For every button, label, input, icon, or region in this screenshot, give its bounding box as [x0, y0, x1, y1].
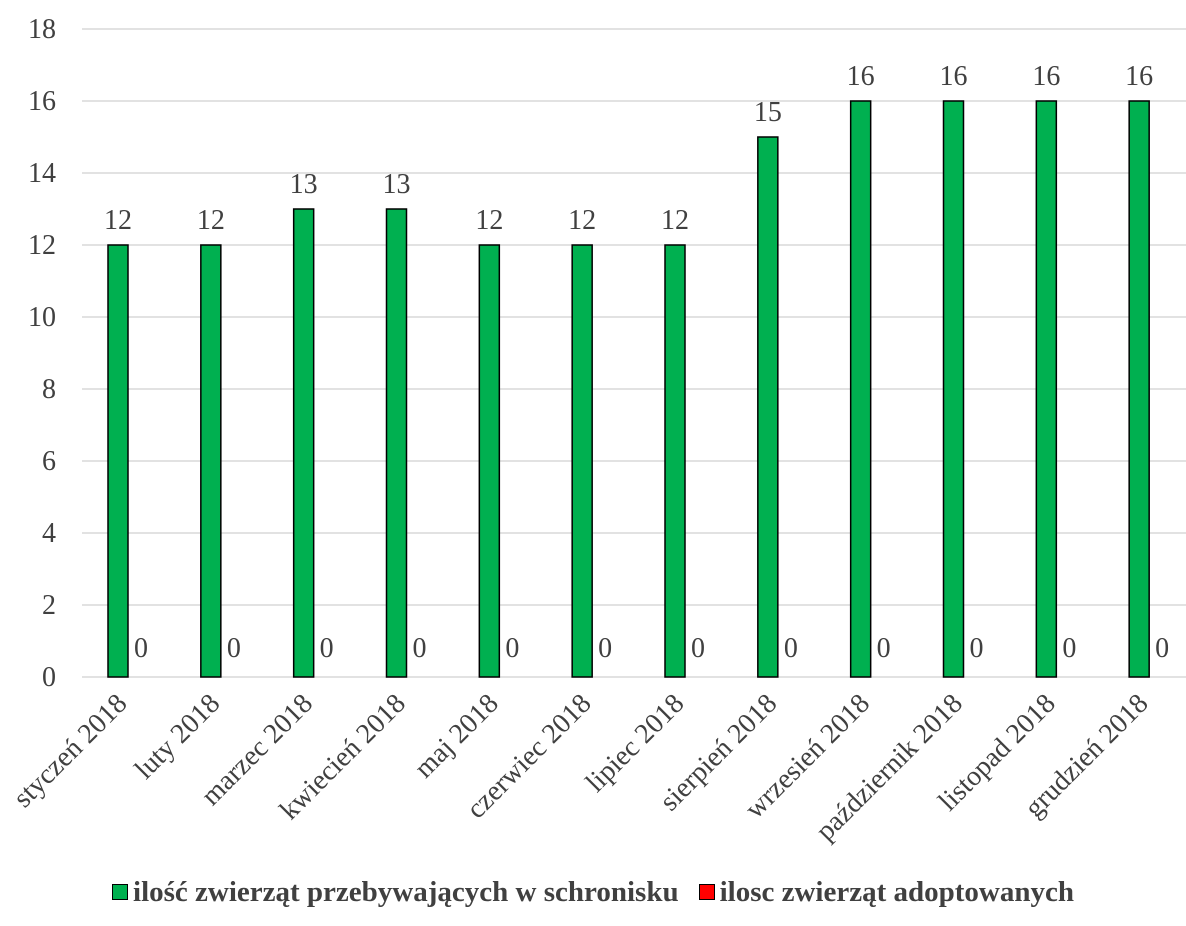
- data-label-shelter-count: 15: [754, 97, 782, 128]
- bar-shelter-count: [478, 244, 501, 678]
- y-tick-label: 14: [28, 158, 56, 189]
- data-label-shelter-count: 16: [940, 61, 968, 92]
- bar-shelter-count: [664, 244, 686, 678]
- legend-item-adopted-count: ilosc zwierząt adoptowanych: [698, 875, 1074, 909]
- bar-shelter-count: [107, 244, 129, 678]
- data-label-shelter-count: 16: [1125, 61, 1153, 92]
- data-label-adopted-count: 0: [227, 633, 241, 664]
- legend-label-shelter-count: ilość zwierząt przebywających w schronis…: [133, 875, 679, 908]
- data-label-adopted-count: 0: [598, 633, 612, 664]
- data-label-adopted-count: 0: [877, 633, 891, 664]
- data-label-adopted-count: 0: [505, 633, 519, 664]
- y-tick-label: 18: [28, 14, 56, 45]
- y-tick-label: 6: [42, 446, 56, 477]
- y-tick-label: 0: [42, 662, 56, 693]
- data-label-shelter-count: 12: [475, 205, 503, 236]
- data-label-adopted-count: 0: [970, 633, 984, 664]
- x-tick-label: maj 2018: [409, 688, 505, 784]
- data-label-adopted-count: 0: [691, 633, 705, 664]
- bar-shelter-count: [1128, 100, 1150, 678]
- y-tick-label: 4: [42, 518, 56, 549]
- x-tick-label: luty 2018: [129, 688, 226, 785]
- data-label-shelter-count: 12: [661, 205, 689, 236]
- legend: ilość zwierząt przebywających w schronis…: [0, 872, 1186, 912]
- data-label-shelter-count: 12: [568, 205, 596, 236]
- bar-shelter-count: [200, 244, 222, 678]
- data-label-shelter-count: 16: [847, 61, 875, 92]
- data-label-adopted-count: 0: [784, 633, 798, 664]
- y-axis: 0 2 4 6 8 10 12 14 16 18: [28, 14, 56, 693]
- bar-shelter-count: [292, 208, 315, 678]
- data-label-adopted-count: 0: [413, 633, 427, 664]
- data-label-shelter-count: 13: [383, 169, 411, 200]
- bars: [107, 100, 1150, 678]
- x-tick-label: styczeń 2018: [8, 688, 134, 814]
- data-labels: 12 0 12 0 13 0 13 0 12 0 12 0 12 0 15 0 16 0 16 0 16 0 16 0: [104, 61, 1169, 664]
- data-label-shelter-count: 12: [104, 205, 132, 236]
- data-label-shelter-count: 12: [197, 205, 225, 236]
- data-label-adopted-count: 0: [134, 633, 148, 664]
- legend-label-adopted-count: ilosc zwierząt adoptowanych: [719, 875, 1074, 908]
- legend-swatch-green: [112, 884, 129, 900]
- data-label-shelter-count: 16: [1032, 61, 1060, 92]
- y-tick-label: 8: [42, 374, 56, 405]
- bar-shelter-count: [1035, 100, 1058, 678]
- y-tick-label: 2: [42, 590, 56, 621]
- data-label-adopted-count: 0: [1155, 633, 1169, 664]
- data-label-adopted-count: 0: [1062, 633, 1076, 664]
- gridlines: [82, 28, 1186, 678]
- bar-shelter-count: [942, 100, 965, 678]
- bar-shelter-count: [571, 244, 593, 678]
- y-tick-label: 12: [28, 230, 56, 261]
- bar-shelter-count: [757, 136, 779, 678]
- y-tick-label: 10: [28, 302, 56, 333]
- data-label-adopted-count: 0: [320, 633, 334, 664]
- bar-shelter-count: [385, 208, 408, 678]
- legend-item-shelter-count: ilość zwierząt przebywających w schronis…: [112, 876, 679, 909]
- data-label-shelter-count: 13: [290, 169, 318, 200]
- y-tick-label: 16: [28, 86, 56, 117]
- legend-swatch-red: [698, 884, 715, 900]
- bar-shelter-count: [849, 100, 872, 678]
